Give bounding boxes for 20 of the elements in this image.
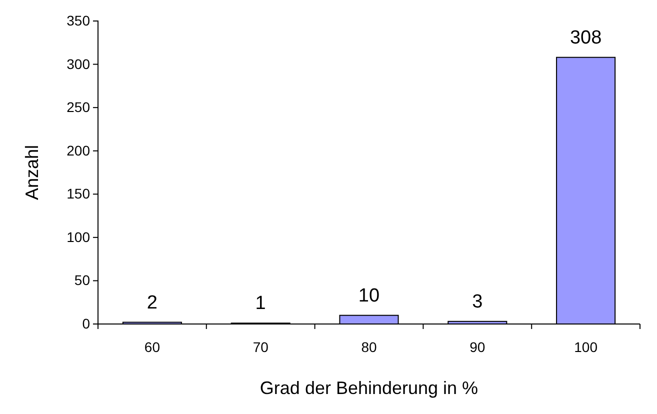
y-tick-label: 350 [66,12,90,28]
data-label: 308 [570,27,602,48]
x-tick-label: 80 [361,338,377,355]
x-axis-title: Grad der Behinderung in % [260,378,478,398]
y-tick-label: 50 [74,272,90,288]
y-axis-title: Anzahl [22,144,42,200]
data-label: 1 [255,293,266,314]
y-tick-label: 300 [66,56,90,72]
x-tick-label: 90 [470,338,486,355]
y-tick-label: 150 [66,186,90,202]
x-tick-label: 100 [574,338,598,355]
x-tick-label: 70 [252,338,269,355]
y-tick-label: 250 [66,99,90,116]
y-tick-label: 200 [66,142,90,158]
data-label: 2 [146,292,158,314]
x-tick-label: 60 [144,338,160,355]
data-label: 3 [472,291,483,312]
data-label: 10 [358,285,380,306]
y-tick-label: 0 [82,315,90,332]
y-tick-label: 100 [66,228,90,245]
